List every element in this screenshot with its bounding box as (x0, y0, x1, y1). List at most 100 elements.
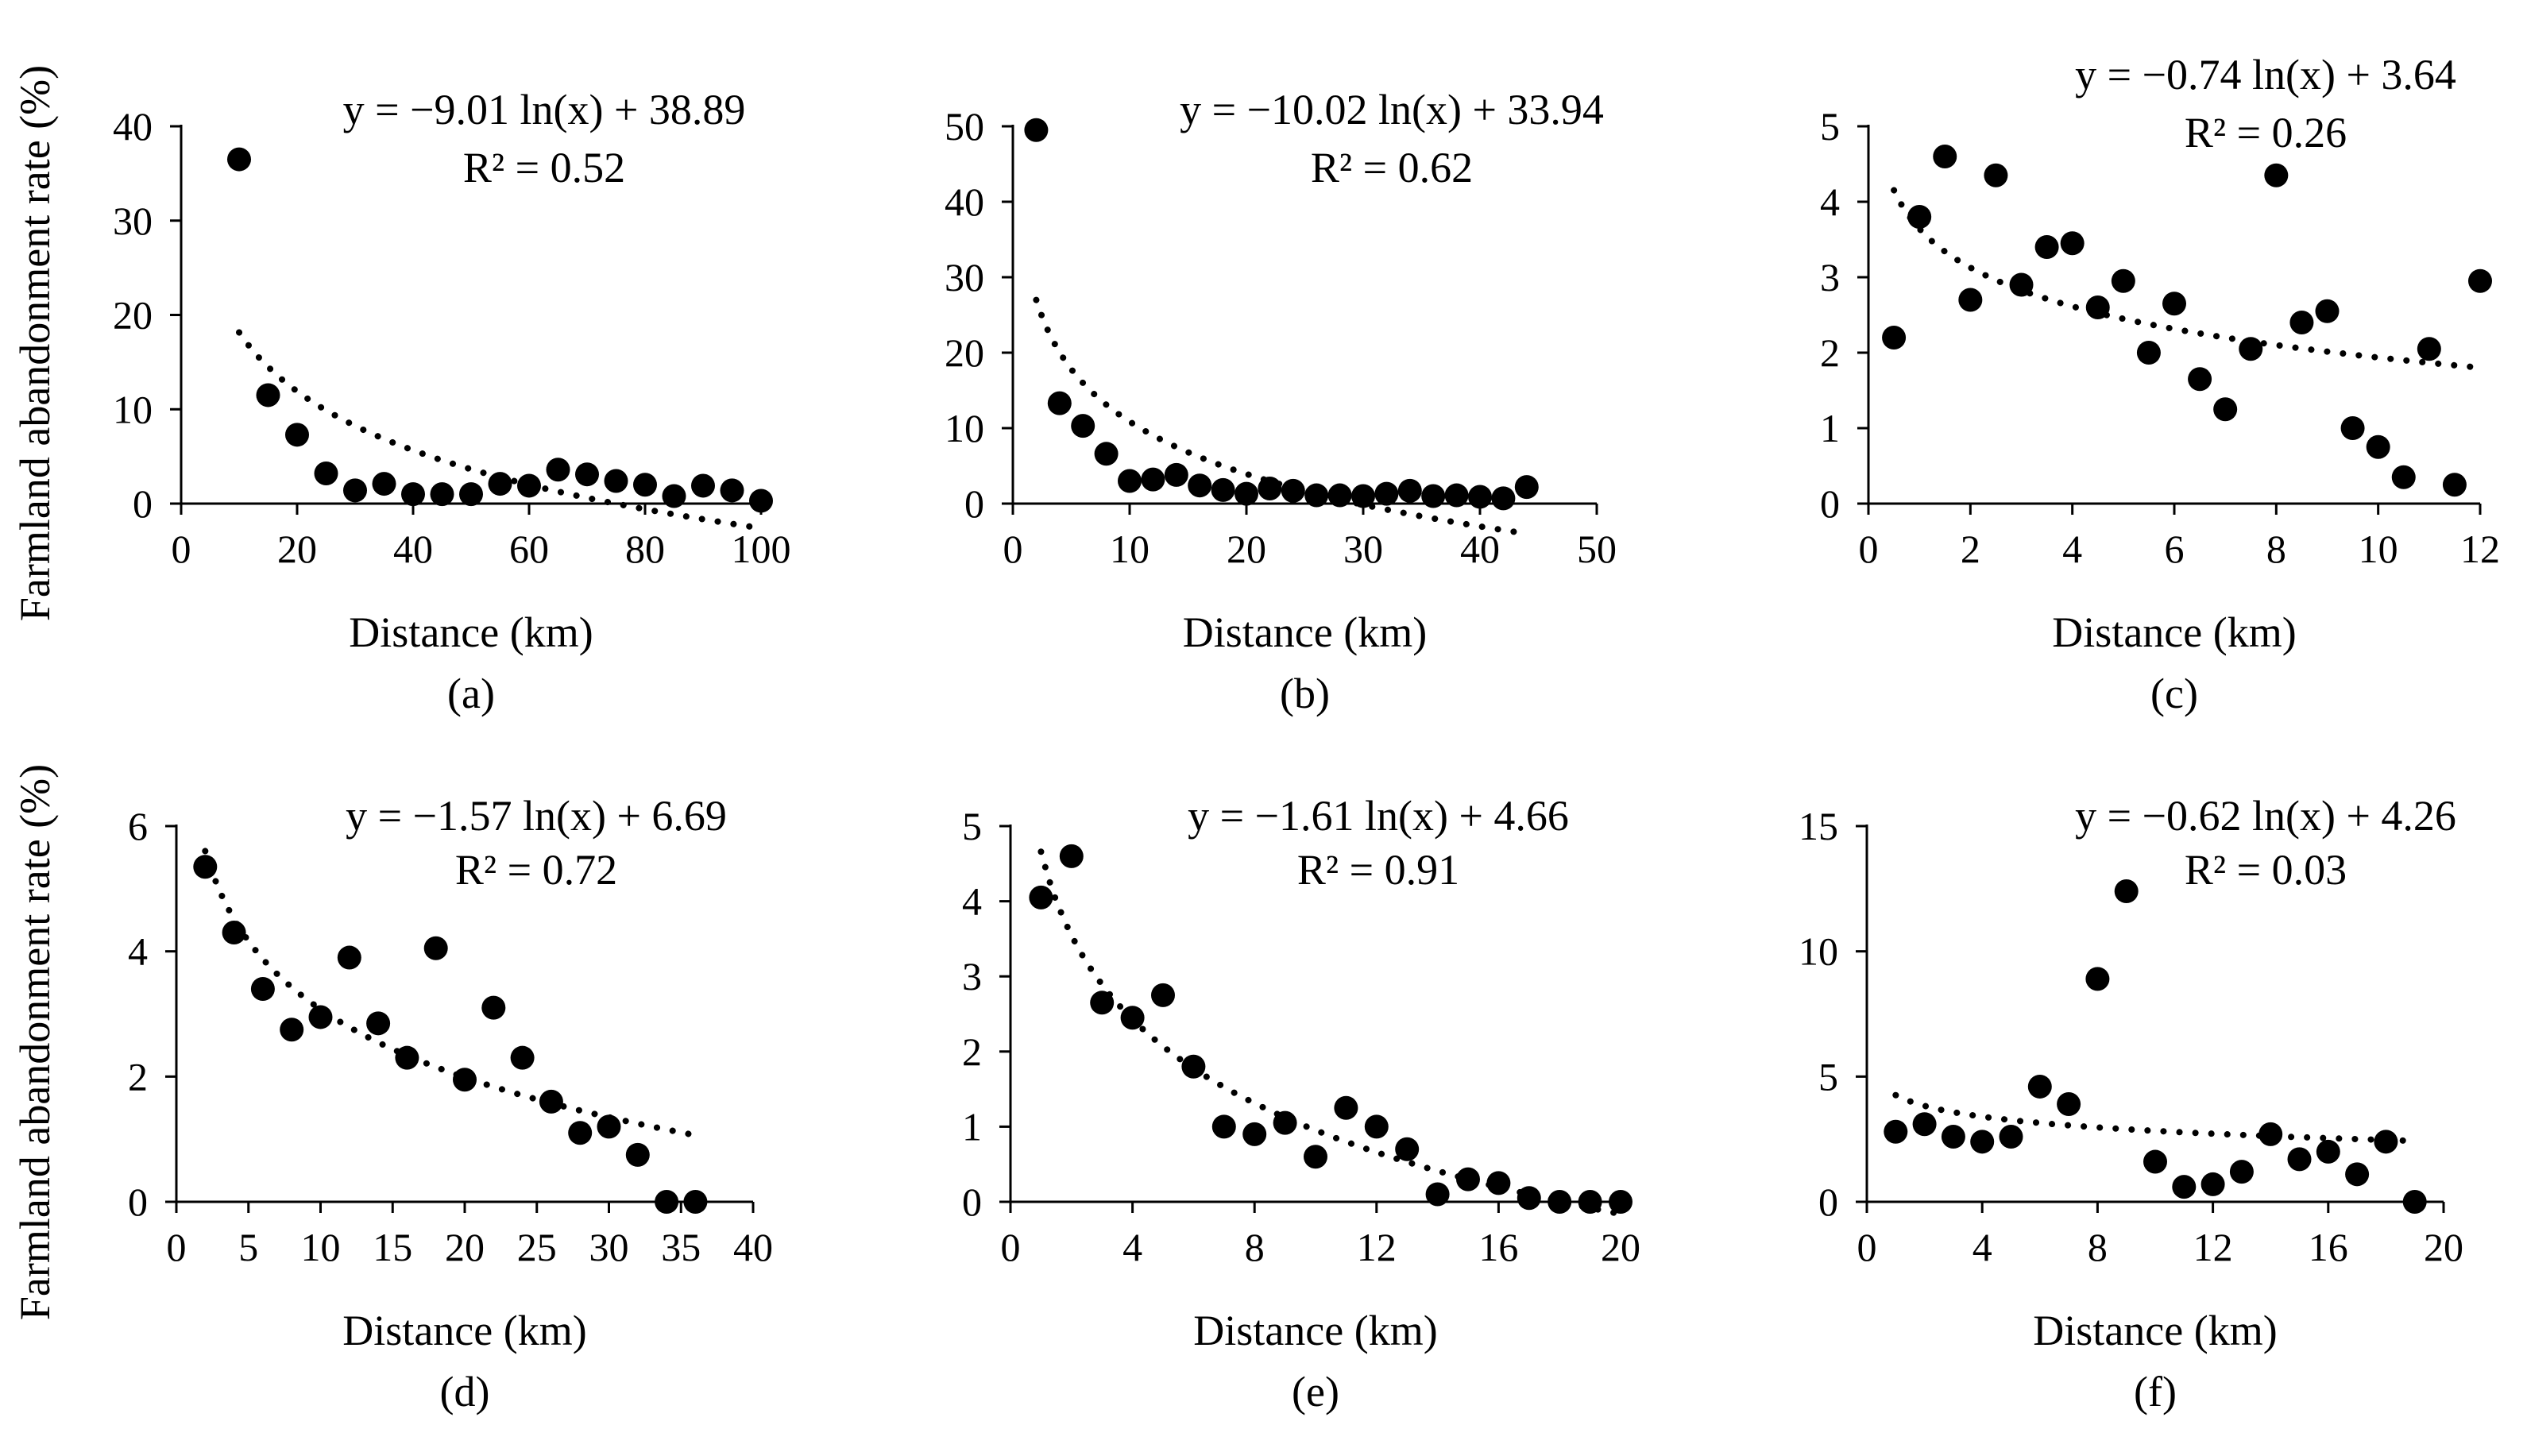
trendline (202, 848, 699, 1139)
x-tick-label: 8 (1245, 1225, 1265, 1269)
data-point (2136, 341, 2161, 365)
x-tick-label: 50 (1577, 527, 1617, 571)
data-point (308, 1005, 333, 1029)
y-tick-label: 6 (128, 804, 148, 848)
x-tick-label: 8 (2266, 527, 2286, 571)
data-point (366, 1011, 391, 1036)
data-point (453, 1068, 477, 1092)
r-squared: R² = 0.72 (455, 846, 617, 894)
x-tick-label: 20 (1227, 527, 1266, 571)
x-tick-label: 40 (1460, 527, 1500, 571)
data-point (1425, 1182, 1450, 1207)
data-point (749, 489, 773, 513)
data-point (1912, 1112, 1937, 1137)
data-point (1188, 473, 1212, 498)
data-point (2340, 416, 2365, 440)
trendline (1037, 848, 1624, 1218)
y-tick-label: 15 (1799, 804, 1838, 848)
data-point (1258, 477, 1282, 500)
data-point (1164, 462, 1188, 487)
data-point (568, 1121, 593, 1145)
x-tick-label: 12 (2460, 527, 2500, 571)
data-point (222, 921, 246, 945)
data-point (2085, 295, 2110, 319)
y-tick-label: 10 (113, 387, 153, 431)
data-point (1547, 1190, 1572, 1214)
x-tick-label: 100 (732, 527, 791, 571)
data-point (1364, 1114, 1389, 1139)
panel-label: (a) (447, 670, 495, 717)
data-point (2034, 235, 2059, 259)
data-point (2366, 434, 2390, 459)
regression-equation: y = −10.02 ln(x) + 33.94 (1180, 86, 1604, 133)
data-point (1907, 205, 1932, 229)
data-point (2315, 299, 2340, 323)
data-point (1486, 1171, 1511, 1195)
regression-equation: y = −9.01 ln(x) + 38.89 (343, 86, 746, 133)
y-tick-label: 3 (1820, 255, 1840, 299)
data-point (2009, 272, 2034, 297)
y-tick-label: 2 (1820, 330, 1840, 375)
data-point (1999, 1125, 2023, 1149)
data-point (2111, 268, 2135, 293)
data-point (459, 482, 483, 507)
chart-panel: 0 5 10 15 20 25 30 35 40 0 2 4 6 y = −1.57 ln(x) + 6.… (11, 764, 773, 1415)
data-point (1327, 483, 1352, 508)
x-tick-label: 0 (167, 1225, 187, 1269)
data-point (285, 423, 309, 447)
data-point (1395, 1137, 1420, 1161)
data-point (227, 147, 251, 172)
data-point (1059, 844, 1084, 868)
data-point (2162, 292, 2186, 316)
data-point (1984, 163, 2008, 187)
data-point (2027, 1074, 2052, 1099)
data-point (2057, 1092, 2081, 1117)
y-tick-label: 20 (945, 330, 984, 375)
data-point (575, 462, 599, 487)
y-tick-label: 5 (1820, 104, 1840, 149)
data-point (1884, 1119, 1908, 1144)
data-point (2172, 1175, 2197, 1199)
data-point (2188, 367, 2212, 392)
y-tick-label: 20 (113, 293, 153, 338)
x-tick-label: 10 (301, 1225, 341, 1269)
x-tick-label: 0 (172, 527, 191, 571)
data-point (1273, 1110, 1297, 1135)
x-tick-label: 4 (1122, 1225, 1142, 1269)
x-axis-title: Distance (km) (1193, 1307, 1437, 1354)
data-point (597, 1114, 621, 1139)
data-point (1118, 469, 1142, 493)
data-point (2345, 1162, 2370, 1187)
data-point (2316, 1139, 2340, 1164)
data-point (481, 995, 506, 1020)
trendline (1891, 187, 2483, 371)
data-point (395, 1045, 419, 1070)
y-tick-label: 1 (962, 1104, 982, 1149)
data-point (1281, 478, 1305, 503)
data-point (1468, 485, 1492, 509)
x-tick-label: 0 (1859, 527, 1879, 571)
data-point (1141, 467, 1165, 492)
data-point (539, 1089, 563, 1114)
y-tick-label: 10 (1799, 929, 1838, 974)
data-point (2239, 337, 2263, 361)
data-point (633, 473, 657, 497)
data-point (2085, 967, 2110, 991)
data-point (2391, 465, 2416, 489)
data-point (1882, 326, 1907, 350)
x-tick-label: 0 (1003, 527, 1023, 571)
y-tick-label: 1 (1820, 406, 1840, 450)
y-tick-label: 5 (1818, 1054, 1838, 1099)
data-point (1933, 145, 1957, 168)
y-tick-label: 50 (945, 104, 984, 149)
y-tick-label: 4 (1820, 180, 1840, 224)
data-point (488, 472, 512, 496)
data-point (1029, 885, 1053, 910)
x-tick-label: 2 (1961, 527, 1980, 571)
data-point (1090, 991, 1115, 1015)
data-point (2229, 1160, 2254, 1184)
data-point (2200, 1172, 2225, 1196)
regression-equation: y = −1.57 ln(x) + 6.69 (346, 792, 727, 840)
x-tick-label: 5 (238, 1225, 258, 1269)
data-point (1491, 486, 1516, 511)
